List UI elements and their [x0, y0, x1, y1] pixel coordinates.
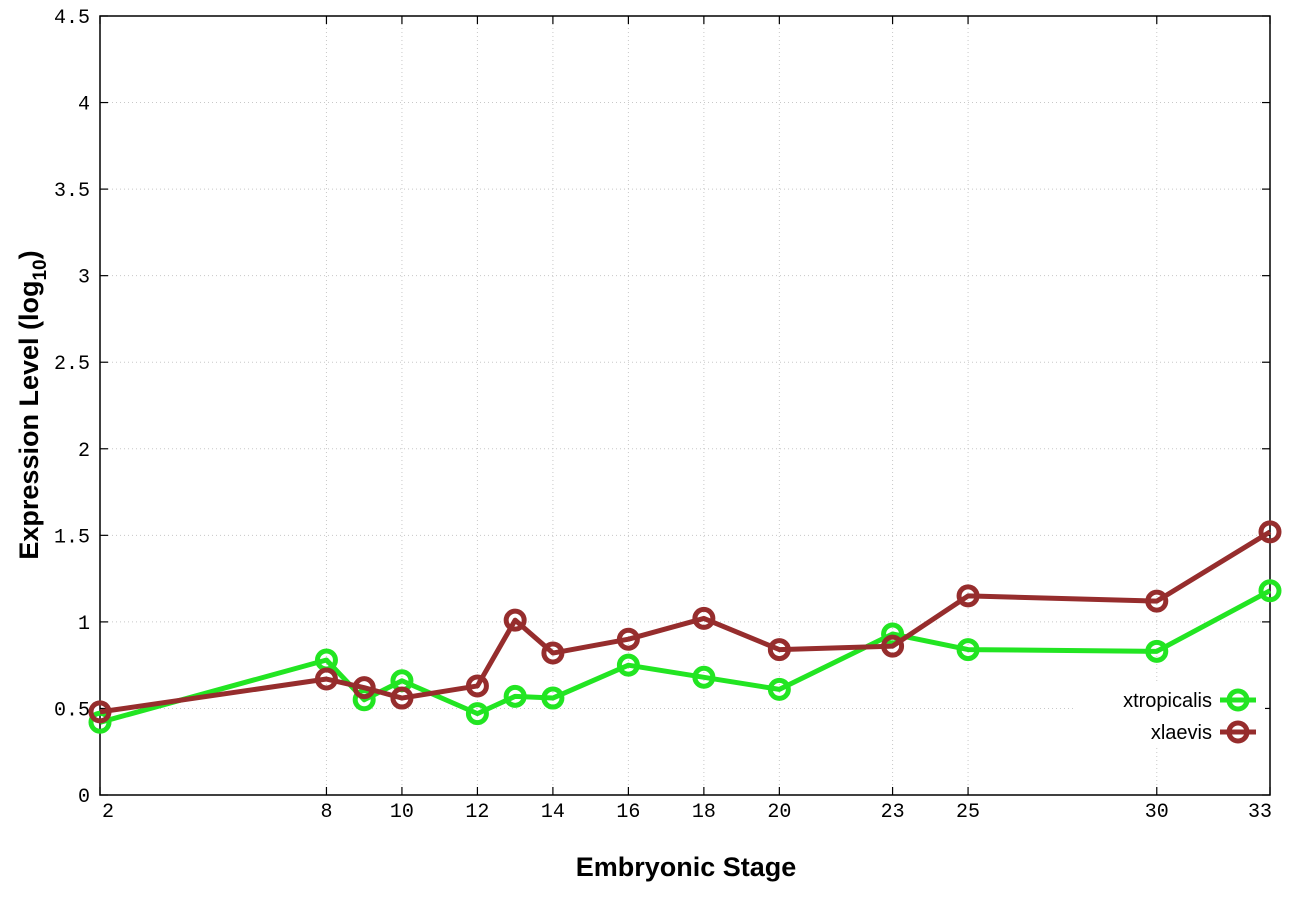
y-tick-label: 3: [78, 267, 90, 290]
y-axis-title: Expression Level (log10): [14, 250, 51, 559]
series-layer: [88, 520, 1282, 734]
data-point: [616, 653, 640, 677]
y-tick-label: 4: [78, 94, 90, 117]
data-point: [881, 622, 905, 646]
data-point: [88, 710, 112, 734]
data-point: [352, 688, 376, 712]
data-point: [956, 584, 980, 608]
legend-swatch-marker: [1226, 688, 1250, 712]
axis-ticks: 0 0.5 1 1.5 2 2.5 3 3.5 4 4.5 2 8 10 12 14 16 18 20 23 25 30…: [54, 7, 1272, 824]
y-tick-label: 0: [78, 786, 90, 809]
data-point: [88, 700, 112, 724]
x-tick-label: 16: [616, 801, 640, 824]
y-axis-title-main: Expression Level (log: [14, 281, 44, 560]
y-tick-label: 2.5: [54, 353, 90, 376]
data-point: [1145, 589, 1169, 613]
x-tick-label: 10: [390, 801, 414, 824]
x-tick-label: 23: [881, 801, 905, 824]
y-tick-label: 1.5: [54, 526, 90, 549]
data-point: [1145, 639, 1169, 663]
x-tick-label: 2: [102, 801, 114, 824]
legend-label: xlaevis: [1151, 722, 1212, 744]
legend-swatch-marker: [1226, 720, 1250, 744]
data-point: [692, 606, 716, 630]
x-tick-label: 25: [956, 801, 980, 824]
data-point: [314, 667, 338, 691]
data-point: [881, 634, 905, 658]
y-tick-label: 3.5: [54, 180, 90, 203]
data-point: [616, 627, 640, 651]
data-point: [503, 608, 527, 632]
y-tick-label: 2: [78, 440, 90, 463]
data-point: [352, 676, 376, 700]
data-point: [767, 677, 791, 701]
data-point: [1258, 520, 1282, 544]
y-axis-title-close: ): [14, 250, 44, 259]
data-point: [465, 674, 489, 698]
plot-frame: [99, 15, 1271, 796]
x-tick-label: 30: [1145, 801, 1169, 824]
y-tick-label: 0.5: [54, 699, 90, 722]
x-tick-label: 14: [541, 801, 565, 824]
legend-label: xtropicalis: [1123, 690, 1212, 712]
data-point: [541, 686, 565, 710]
data-point: [956, 638, 980, 662]
data-point: [692, 665, 716, 689]
x-tick-label: 33: [1248, 801, 1272, 824]
grid: [100, 16, 1270, 795]
y-tick-label: 4.5: [54, 7, 90, 30]
series-xlaevis: [88, 520, 1282, 724]
y-tick-label: 1: [78, 613, 90, 636]
data-point: [465, 702, 489, 726]
data-point: [541, 641, 565, 665]
x-tick-label: 18: [692, 801, 716, 824]
data-point: [503, 684, 527, 708]
data-point: [390, 686, 414, 710]
x-tick-label: 8: [320, 801, 332, 824]
x-tick-label: 12: [465, 801, 489, 824]
data-point: [1258, 579, 1282, 603]
legend: xtropicalis xlaevis: [1075, 682, 1265, 748]
data-point: [767, 638, 791, 662]
x-axis-title: Embryonic Stage: [576, 852, 797, 882]
x-tick-label: 20: [767, 801, 791, 824]
y-axis-title-subscript: 10: [30, 259, 51, 280]
